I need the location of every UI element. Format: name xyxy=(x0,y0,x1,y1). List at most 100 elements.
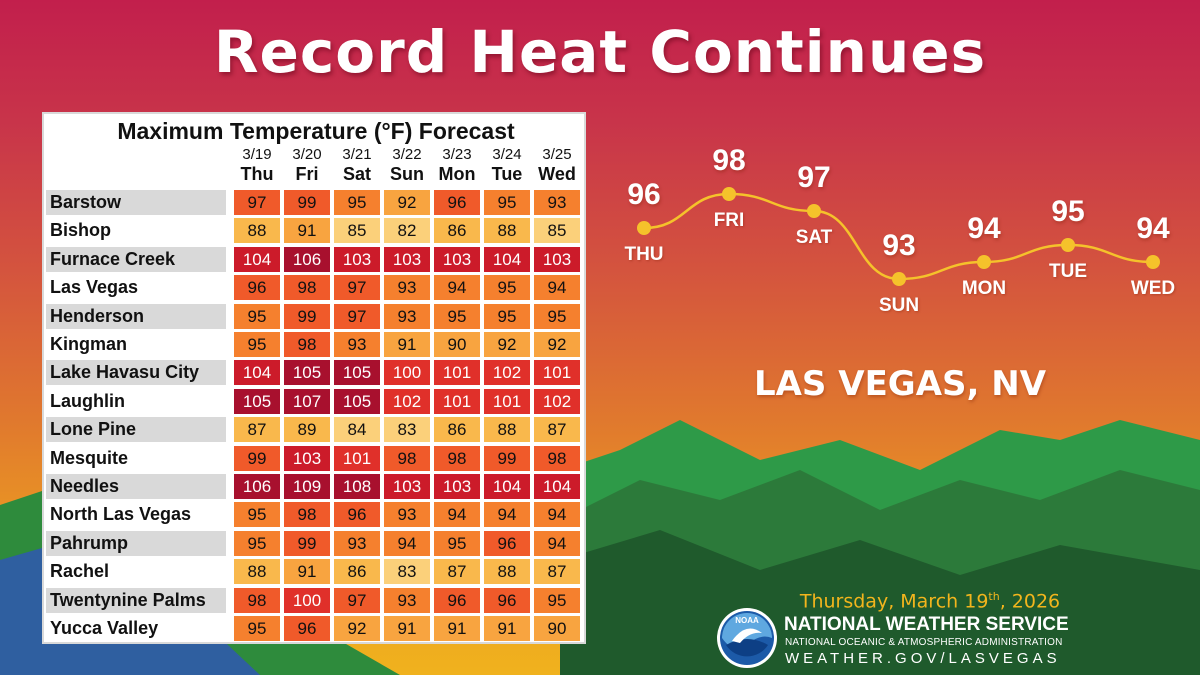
day-name: Fri xyxy=(295,164,319,184)
temp-cell: 106 xyxy=(284,246,330,272)
row-label: Laughlin xyxy=(50,390,125,411)
temp-cell: 105 xyxy=(334,360,380,386)
temp-cell: 93 xyxy=(384,502,430,528)
temp-cell: 90 xyxy=(534,616,580,641)
temp-cell: 88 xyxy=(234,218,280,244)
temp-cell: 108 xyxy=(334,474,380,499)
temp-cell: 95 xyxy=(434,303,480,329)
temp-cell: 86 xyxy=(434,417,480,443)
temp-cell: 98 xyxy=(284,275,330,301)
row-label: Lake Havasu City xyxy=(46,360,226,386)
temp-cell: 91 xyxy=(284,218,330,244)
temp-cell: 107 xyxy=(284,388,330,414)
day-date: 3/21 xyxy=(342,146,372,163)
date-text: Thursday, March 19 xyxy=(799,590,989,613)
temp-cell: 104 xyxy=(484,246,530,272)
day-header: 3/25 Wed xyxy=(533,146,581,184)
day-header: 3/22 Sun xyxy=(383,146,431,184)
temp-cell: 102 xyxy=(484,360,530,386)
temp-cell: 94 xyxy=(384,530,430,556)
temp-cell: 97 xyxy=(234,190,280,215)
temp-cell: 101 xyxy=(434,388,480,414)
temp-cell: 101 xyxy=(434,360,480,386)
day-date: 3/24 xyxy=(492,146,522,163)
temp-cell: 98 xyxy=(284,502,330,528)
day-date: 3/25 xyxy=(542,146,572,163)
temp-cell: 101 xyxy=(334,445,380,471)
temp-cell: 93 xyxy=(384,303,430,329)
row-label: Needles xyxy=(46,474,226,499)
day-label: WED xyxy=(1130,278,1176,299)
temp-cell: 103 xyxy=(334,246,380,272)
temp-cell: 92 xyxy=(484,332,530,357)
temp-cell: 93 xyxy=(334,530,380,556)
row-label: Henderson xyxy=(46,303,226,329)
temp-cell: 95 xyxy=(234,332,280,357)
temp-cell: 109 xyxy=(284,474,330,499)
temp-cell: 94 xyxy=(534,502,580,528)
temp-cell: 96 xyxy=(434,587,480,613)
temp-cell: 93 xyxy=(534,190,580,215)
temp-cell: 91 xyxy=(384,616,430,641)
table-title: Maximum Temperature (°F) Forecast xyxy=(117,118,515,144)
row-label: Bishop xyxy=(50,220,111,241)
temp-cell: 95 xyxy=(534,587,580,613)
temp-cell: 87 xyxy=(434,559,480,585)
temp-cell: 86 xyxy=(334,559,380,585)
temp-cell: 95 xyxy=(434,530,480,556)
date-year: , 2026 xyxy=(999,590,1061,613)
temp-cell: 94 xyxy=(534,275,580,301)
day-date: 3/22 xyxy=(392,146,422,163)
temp-cell: 98 xyxy=(534,445,580,471)
temp-cell: 105 xyxy=(284,360,330,386)
temp-cell: 98 xyxy=(284,332,330,357)
day-name: Thu xyxy=(240,164,274,184)
row-label: Pahrump xyxy=(46,530,226,556)
day-name: Tue xyxy=(491,164,523,184)
temp-cell: 104 xyxy=(234,360,280,386)
temp-cell: 97 xyxy=(334,275,380,301)
agency-url[interactable]: WEATHER.GOV/LASVEGAS xyxy=(785,650,1061,667)
temp-cell: 103 xyxy=(534,246,580,272)
temperature-value-label: 95 xyxy=(1051,195,1085,228)
day-header: 3/20 Fri xyxy=(283,146,331,184)
temp-cell: 102 xyxy=(384,388,430,414)
temp-cell: 101 xyxy=(534,360,580,386)
temperature-value-label: 97 xyxy=(797,161,831,194)
temp-cell: 90 xyxy=(434,332,480,357)
row-label: Barstow xyxy=(46,190,226,215)
day-date: 3/20 xyxy=(292,146,322,163)
temp-cell: 91 xyxy=(284,559,330,585)
forecast-table: Maximum Temperature (°F) Forecast 3/19 Th… xyxy=(42,112,586,644)
day-header: 3/24 Tue xyxy=(483,146,531,184)
day-name: Sun xyxy=(390,164,424,184)
temp-cell: 99 xyxy=(484,445,530,471)
day-header: 3/21 Sat xyxy=(333,146,381,184)
temp-cell: 83 xyxy=(384,559,430,585)
temp-cell: 85 xyxy=(534,218,580,244)
temp-cell: 101 xyxy=(484,388,530,414)
temp-cell: 95 xyxy=(234,530,280,556)
temp-cell: 96 xyxy=(434,190,480,215)
temp-cell: 88 xyxy=(484,218,530,244)
row-label: Las Vegas xyxy=(50,277,139,298)
temp-cell: 98 xyxy=(384,445,430,471)
agency-subtitle: NATIONAL OCEANIC & ATMOSPHERIC ADMINISTR… xyxy=(785,637,1063,648)
temperature-value-label: 94 xyxy=(1136,212,1170,245)
temperature-value-label: 93 xyxy=(882,229,916,262)
temp-cell: 97 xyxy=(334,587,380,613)
temp-cell: 99 xyxy=(284,303,330,329)
temp-cell: 97 xyxy=(334,303,380,329)
day-label: MON xyxy=(961,278,1007,299)
noaa-logo-icon: NOAA xyxy=(717,608,777,668)
temp-cell: 95 xyxy=(334,190,380,215)
day-header: 3/19 Thu xyxy=(233,146,281,184)
temp-cell: 102 xyxy=(534,388,580,414)
logo-text: NOAA xyxy=(735,616,759,625)
temperature-value-label: 94 xyxy=(967,212,1001,245)
day-label: TUE xyxy=(1049,261,1087,282)
temp-cell: 103 xyxy=(434,246,480,272)
temp-cell: 92 xyxy=(534,332,580,357)
temp-cell: 95 xyxy=(234,303,280,329)
